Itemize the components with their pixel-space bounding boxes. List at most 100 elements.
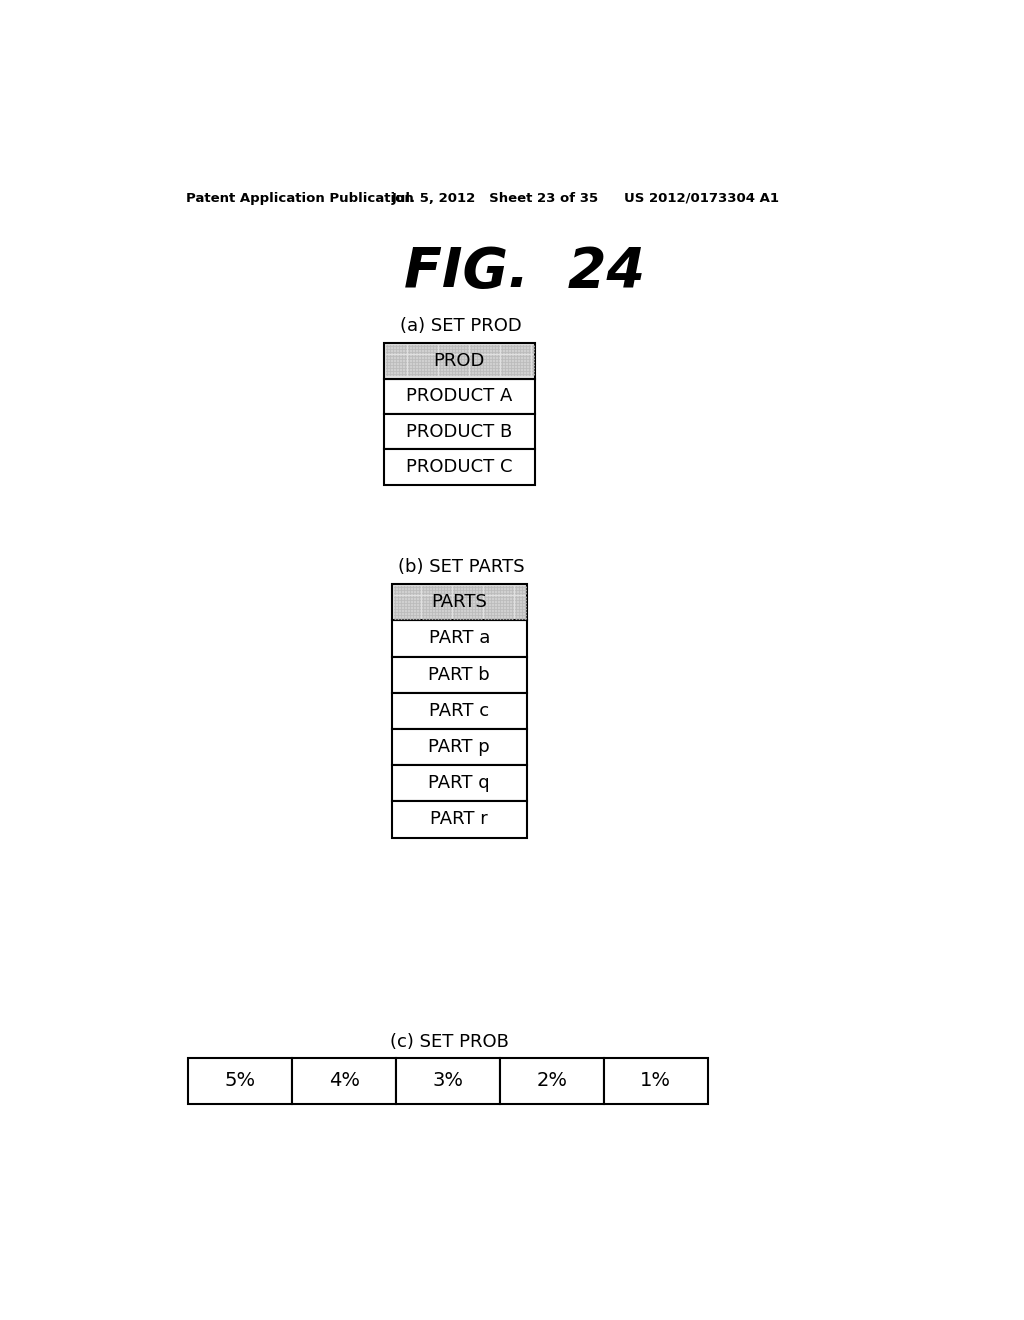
Bar bbox=[391, 585, 527, 620]
Text: 4%: 4% bbox=[329, 1072, 359, 1090]
Point bbox=[470, 589, 486, 610]
Point bbox=[459, 358, 475, 379]
Point bbox=[425, 360, 441, 381]
Point bbox=[439, 605, 456, 626]
Point bbox=[440, 354, 457, 375]
Point bbox=[410, 351, 426, 372]
Point bbox=[463, 351, 479, 372]
Point bbox=[476, 583, 493, 605]
Point bbox=[478, 351, 495, 372]
Point bbox=[449, 577, 465, 598]
Point bbox=[443, 360, 460, 381]
Point bbox=[450, 363, 466, 384]
Point bbox=[442, 577, 459, 598]
Point bbox=[484, 363, 501, 384]
Point bbox=[398, 589, 415, 610]
Point bbox=[434, 335, 451, 356]
Point bbox=[419, 358, 435, 379]
Point bbox=[418, 586, 434, 607]
Point bbox=[430, 598, 446, 619]
Point bbox=[424, 583, 440, 605]
Point bbox=[401, 583, 418, 605]
Point bbox=[382, 335, 398, 356]
Point bbox=[481, 348, 498, 370]
Point bbox=[400, 360, 417, 381]
Point bbox=[521, 351, 538, 372]
Point bbox=[430, 602, 446, 623]
Point bbox=[391, 335, 408, 356]
Point bbox=[518, 345, 535, 366]
Point bbox=[437, 342, 454, 363]
Point bbox=[413, 348, 429, 370]
Point bbox=[379, 354, 395, 375]
Point bbox=[398, 607, 415, 628]
Point bbox=[421, 589, 437, 610]
Point bbox=[467, 586, 483, 607]
Point bbox=[431, 348, 447, 370]
Point bbox=[391, 354, 408, 375]
Bar bbox=[604, 1057, 708, 1104]
Point bbox=[450, 339, 466, 360]
Point bbox=[509, 351, 525, 372]
Point bbox=[427, 586, 443, 607]
Point bbox=[398, 602, 415, 623]
Point bbox=[481, 345, 498, 366]
Point bbox=[501, 586, 517, 607]
Point bbox=[442, 593, 459, 614]
Point bbox=[452, 589, 468, 610]
Point bbox=[515, 335, 531, 356]
Point bbox=[434, 345, 451, 366]
Point bbox=[497, 335, 513, 356]
Point bbox=[498, 583, 514, 605]
Point bbox=[464, 595, 480, 616]
Point bbox=[379, 339, 395, 360]
Point bbox=[507, 577, 523, 598]
Point bbox=[459, 335, 475, 356]
Point bbox=[479, 579, 496, 601]
Point bbox=[415, 579, 431, 601]
Point bbox=[392, 577, 409, 598]
Point bbox=[458, 598, 474, 619]
Point bbox=[445, 589, 462, 610]
Point bbox=[434, 342, 451, 363]
Point bbox=[413, 345, 429, 366]
Text: PRODUCT C: PRODUCT C bbox=[407, 458, 513, 477]
Point bbox=[449, 589, 465, 610]
Point bbox=[515, 345, 531, 366]
Point bbox=[497, 360, 513, 381]
Point bbox=[391, 358, 408, 379]
Point bbox=[479, 605, 496, 626]
Point bbox=[382, 360, 398, 381]
Point bbox=[409, 577, 425, 598]
Point bbox=[409, 602, 425, 623]
Point bbox=[503, 335, 519, 356]
Point bbox=[464, 602, 480, 623]
Point bbox=[386, 579, 402, 601]
Point bbox=[470, 586, 486, 607]
Point bbox=[388, 342, 404, 363]
Point bbox=[513, 586, 529, 607]
Point bbox=[473, 577, 489, 598]
Point bbox=[428, 339, 444, 360]
Point bbox=[507, 602, 523, 623]
Point bbox=[403, 342, 420, 363]
Point bbox=[478, 348, 495, 370]
Point bbox=[398, 583, 415, 605]
Point bbox=[515, 342, 531, 363]
Point bbox=[403, 345, 420, 366]
Point bbox=[506, 348, 522, 370]
Point bbox=[469, 363, 485, 384]
Point bbox=[388, 348, 404, 370]
Point bbox=[385, 354, 401, 375]
Point bbox=[479, 589, 496, 610]
Point bbox=[418, 607, 434, 628]
Point bbox=[395, 579, 412, 601]
Point bbox=[466, 354, 482, 375]
Point bbox=[515, 348, 531, 370]
Point bbox=[443, 354, 460, 375]
Point bbox=[524, 363, 541, 384]
Point bbox=[450, 360, 466, 381]
Point bbox=[436, 605, 453, 626]
Point bbox=[379, 351, 395, 372]
Point bbox=[430, 583, 446, 605]
